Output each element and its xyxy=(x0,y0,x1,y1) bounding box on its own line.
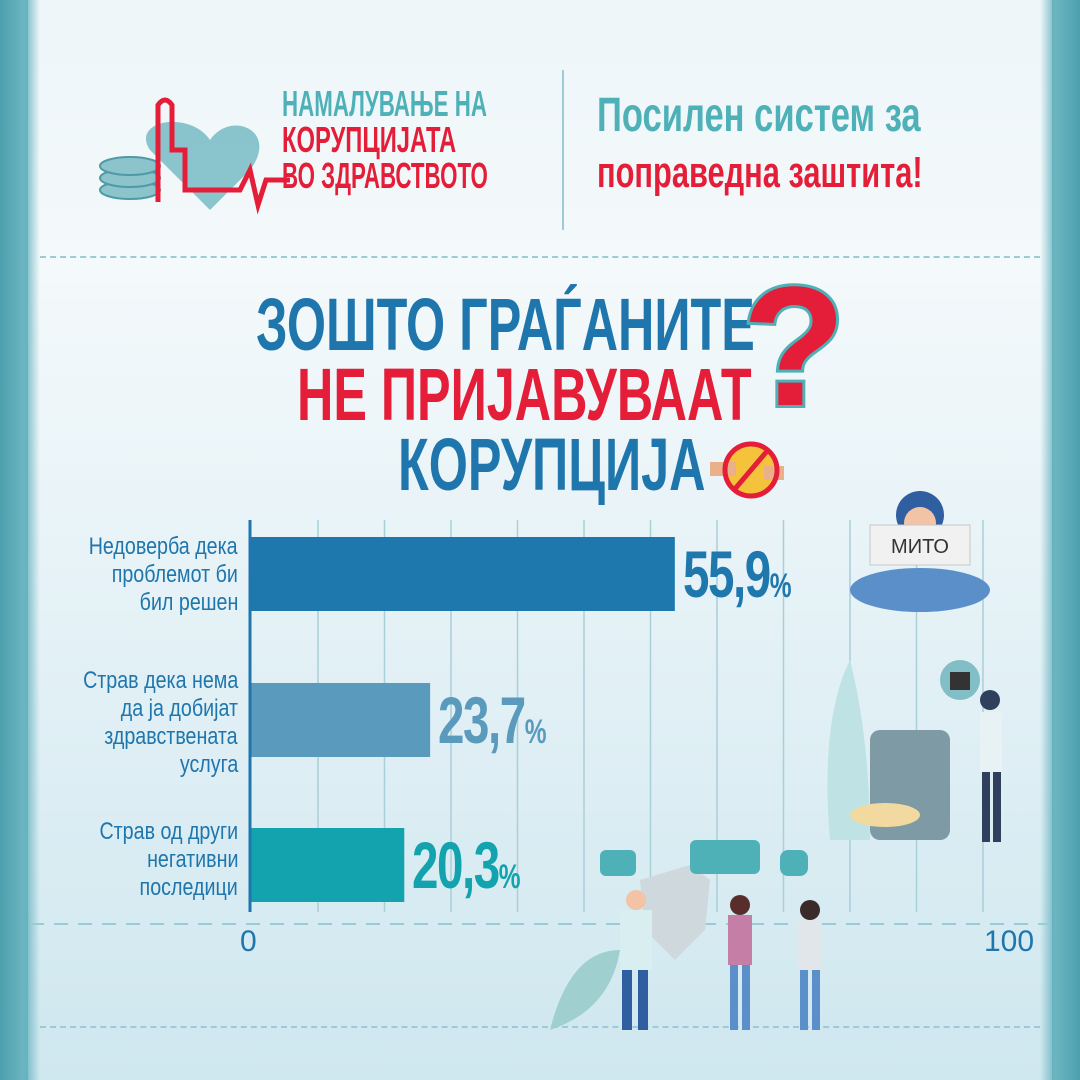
category-label-line: Недоверба дека xyxy=(89,533,238,560)
category-label-line: проблемот би xyxy=(111,561,238,588)
logo-line-3: ВО ЗДРАВСТВОТО xyxy=(282,155,488,196)
no-bribe-icon xyxy=(710,441,784,499)
value-unit: % xyxy=(499,858,521,896)
category-label-line: Страв дека нема xyxy=(82,667,238,694)
value-number: 23,7 xyxy=(438,683,526,757)
value-label-1: 55,9% xyxy=(683,541,832,619)
slogan-line-2: поправедна заштита! xyxy=(597,148,923,197)
value-label-3: 20,3% xyxy=(412,832,561,910)
header-divider xyxy=(562,70,564,230)
value-number: 20,3 xyxy=(412,828,500,902)
bar-2 xyxy=(250,683,431,757)
category-label-line: да ја добијат xyxy=(120,695,238,722)
category-label-line: бил решен xyxy=(139,589,238,616)
doctor-patient-illustration xyxy=(827,660,1002,842)
bar-3 xyxy=(250,828,405,902)
tick-label-0: 0 xyxy=(240,925,257,958)
slogan-line-1: Посилен систем за xyxy=(597,89,921,142)
value-number: 55,9 xyxy=(682,537,771,611)
category-label-3: Страв од други негативни последици xyxy=(69,818,238,902)
logo-line-2: КОРУПЦИЈАТА xyxy=(282,119,457,160)
category-label-line: последици xyxy=(139,874,238,901)
title-line-2: НЕ ПРИЈАВУВААТ xyxy=(297,353,752,436)
divider-top xyxy=(40,256,1040,258)
woman-with-sign-illustration: МИТО xyxy=(850,491,990,612)
category-label-line: Страв од други xyxy=(99,818,238,845)
logo-heart-coins-icon xyxy=(99,97,290,215)
logo-text: НАМАЛУВАЊЕ НА КОРУПЦИЈАТА ВО ЗДРАВСТВОТО xyxy=(282,86,614,194)
logo-line-1: НАМАЛУВАЊЕ НА xyxy=(282,83,487,124)
category-label-1: Недоверба дека проблемот би бил решен xyxy=(56,533,238,617)
category-label-2: Страв дека нема да ја добијат здравственат… xyxy=(49,667,238,779)
divider-bottom xyxy=(40,1026,1040,1028)
title-line-1: ЗОШТО ГРАЃАНИТЕ xyxy=(256,283,755,366)
category-label-line: здравствената xyxy=(104,723,238,750)
question-mark-icon: ? xyxy=(739,252,849,442)
brush-border-left xyxy=(0,0,40,1080)
category-label-line: услуга xyxy=(179,751,238,778)
bar-1 xyxy=(250,537,675,611)
value-unit: % xyxy=(524,713,547,751)
category-label-line: негативни xyxy=(146,846,238,873)
tick-label-100: 100 xyxy=(984,925,1035,958)
sign-text: МИТО xyxy=(891,536,949,558)
brush-border-right xyxy=(1040,0,1080,1080)
title-line-3: КОРУПЦИЈА xyxy=(398,423,706,506)
value-label-2: 23,7% xyxy=(438,687,587,765)
medical-staff-illustration xyxy=(550,840,822,1030)
value-unit: % xyxy=(769,567,792,605)
